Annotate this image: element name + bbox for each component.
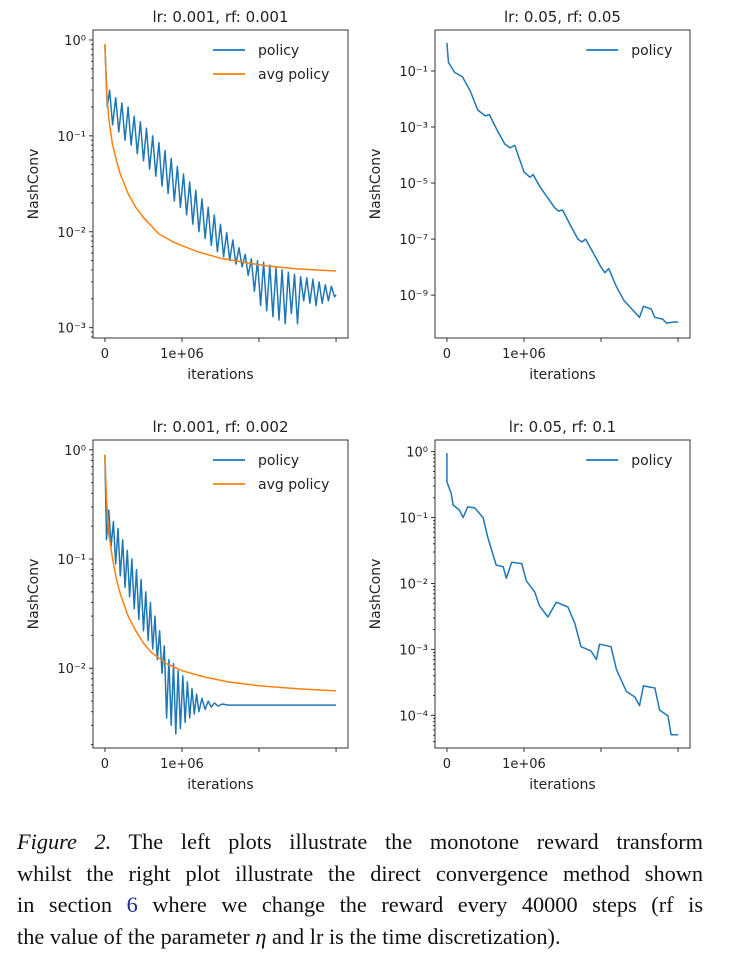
legend-label: avg policy xyxy=(258,67,329,83)
chart-title: lr: 0.05, rf: 0.05 xyxy=(504,8,621,26)
x-tick-label: 0 xyxy=(443,757,451,772)
series-line-policy xyxy=(446,42,679,324)
legend-label: policy xyxy=(631,453,672,469)
x-tick-label: 1e+06 xyxy=(160,757,204,772)
y-tick-label: 10⁻⁷ xyxy=(399,233,428,248)
legend: policy avg policy xyxy=(213,453,329,493)
caption-label: Figure 2. xyxy=(17,829,112,854)
y-axis-label: NashConv xyxy=(368,559,384,630)
x-axis-label: iterations xyxy=(529,777,595,793)
y-tick-label: 10⁰ xyxy=(406,446,428,461)
x-tick-label: 0 xyxy=(443,347,451,362)
series-line-policy xyxy=(104,454,337,735)
series-line-policy xyxy=(446,453,679,736)
legend-label: policy xyxy=(258,43,299,59)
chart-3: lr: 0.001, rf: 0.002 0 1e+06 10⁰ 10⁻¹ 10⁻² ite… xyxy=(26,418,349,793)
y-tick-label: 10⁻⁵ xyxy=(399,177,428,192)
series-line-avg-policy xyxy=(104,44,337,272)
x-tick-label: 1e+06 xyxy=(502,757,546,772)
y-tick-label: 10⁻² xyxy=(399,577,428,592)
legend: policy xyxy=(586,453,672,469)
chart-1: lr: 0.001, rf: 0.001 0 1e+06 10⁰ 10⁻¹ 10⁻² 10⁻… xyxy=(26,8,349,383)
caption-text: where we change the reward every 40000 s… xyxy=(137,892,703,917)
caption-text: the value of the parameter xyxy=(17,923,256,949)
caption-text: and lr is the time discretization). xyxy=(266,923,561,949)
y-tick-label: 10⁻¹ xyxy=(399,65,428,80)
legend-label: policy xyxy=(631,43,672,59)
figure-caption: Figure 2. The left plots illustrate the … xyxy=(17,826,703,952)
x-axis-label: iterations xyxy=(529,367,595,383)
caption-line-4: the value of the parameter η and lr is t… xyxy=(17,921,703,953)
y-tick-label: 10⁻¹ xyxy=(57,130,86,145)
caption-line-2: whilst the right plot illustrate the dir… xyxy=(17,860,703,886)
y-tick-label: 10⁻² xyxy=(57,662,86,677)
y-tick-label: 10⁰ xyxy=(64,444,86,459)
caption-text: The left plots illustrate the monotone r… xyxy=(111,829,703,854)
y-tick-label: 10⁻³ xyxy=(57,322,86,337)
legend-label: avg policy xyxy=(258,477,329,493)
legend: policy avg policy xyxy=(213,43,329,83)
x-axis-label: iterations xyxy=(187,777,253,793)
y-axis-label: NashConv xyxy=(26,149,42,220)
y-tick-label: 10⁻³ xyxy=(399,121,428,136)
y-tick-label: 10⁻³ xyxy=(399,643,428,658)
y-axis-label: NashConv xyxy=(368,149,384,220)
x-tick-label: 1e+06 xyxy=(160,347,204,362)
figure-panels: lr: 0.001, rf: 0.001 0 1e+06 10⁰ 10⁻¹ 10⁻² 10⁻… xyxy=(26,8,691,793)
legend: policy xyxy=(586,43,672,59)
plot-frame xyxy=(92,29,349,339)
plot-frame xyxy=(434,439,691,749)
x-tick-label: 1e+06 xyxy=(502,347,546,362)
caption-line-3: in section 6 where we change the reward … xyxy=(17,889,703,921)
y-tick-label: 10⁻¹ xyxy=(399,512,428,527)
section-reference-link[interactable]: 6 xyxy=(126,892,138,917)
y-tick-label: 10⁻² xyxy=(57,226,86,241)
chart-2: lr: 0.05, rf: 0.05 0 1e+06 10⁻¹ 10⁻³ 10⁻⁵ 10⁻⁷… xyxy=(368,8,691,383)
eta-symbol: η xyxy=(255,923,267,949)
y-tick-label: 10⁻¹ xyxy=(57,553,86,568)
series-line-avg-policy xyxy=(104,454,337,692)
chart-title: lr: 0.05, rf: 0.1 xyxy=(509,418,616,436)
chart-title: lr: 0.001, rf: 0.001 xyxy=(152,8,288,26)
plot-frame xyxy=(92,439,349,749)
y-tick-label: 10⁻⁴ xyxy=(399,709,428,724)
y-tick-label: 10⁰ xyxy=(64,34,86,49)
x-axis-label: iterations xyxy=(187,367,253,383)
x-tick-label: 0 xyxy=(101,757,109,772)
legend-label: policy xyxy=(258,453,299,469)
y-axis-label: NashConv xyxy=(26,559,42,630)
series-line-policy xyxy=(104,44,337,325)
caption-line-1: Figure 2. The left plots illustrate the … xyxy=(17,826,703,858)
y-tick-label: 10⁻⁹ xyxy=(399,289,428,304)
chart-4: lr: 0.05, rf: 0.1 0 1e+06 10⁰ 10⁻¹ 10⁻² 10⁻³ 10… xyxy=(368,418,691,793)
x-tick-label: 0 xyxy=(101,347,109,362)
plot-frame xyxy=(434,29,691,339)
caption-text: in section xyxy=(17,892,127,917)
chart-title: lr: 0.001, rf: 0.002 xyxy=(152,418,288,436)
